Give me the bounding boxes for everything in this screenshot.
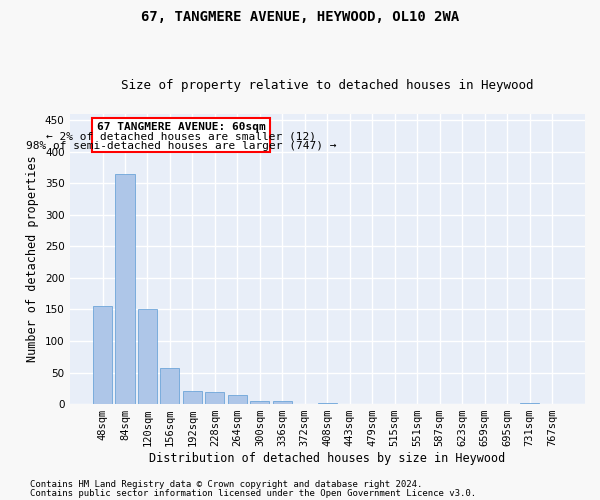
- Text: 67, TANGMERE AVENUE, HEYWOOD, OL10 2WA: 67, TANGMERE AVENUE, HEYWOOD, OL10 2WA: [141, 10, 459, 24]
- Bar: [520, 403, 539, 404]
- Bar: [93, 306, 112, 404]
- Bar: [228, 396, 247, 404]
- Bar: [183, 392, 202, 404]
- Text: ← 2% of detached houses are smaller (12): ← 2% of detached houses are smaller (12): [46, 132, 316, 141]
- Bar: [138, 310, 157, 404]
- Bar: [318, 403, 337, 404]
- Y-axis label: Number of detached properties: Number of detached properties: [26, 156, 40, 362]
- Bar: [115, 174, 134, 404]
- Bar: [160, 368, 179, 404]
- FancyBboxPatch shape: [92, 118, 270, 152]
- Bar: [273, 401, 292, 404]
- Text: 98% of semi-detached houses are larger (747) →: 98% of semi-detached houses are larger (…: [26, 140, 337, 150]
- Bar: [205, 392, 224, 404]
- Text: Contains public sector information licensed under the Open Government Licence v3: Contains public sector information licen…: [30, 488, 476, 498]
- X-axis label: Distribution of detached houses by size in Heywood: Distribution of detached houses by size …: [149, 452, 505, 465]
- Title: Size of property relative to detached houses in Heywood: Size of property relative to detached ho…: [121, 79, 533, 92]
- Text: Contains HM Land Registry data © Crown copyright and database right 2024.: Contains HM Land Registry data © Crown c…: [30, 480, 422, 489]
- Bar: [250, 401, 269, 404]
- Text: 67 TANGMERE AVENUE: 60sqm: 67 TANGMERE AVENUE: 60sqm: [97, 122, 266, 132]
